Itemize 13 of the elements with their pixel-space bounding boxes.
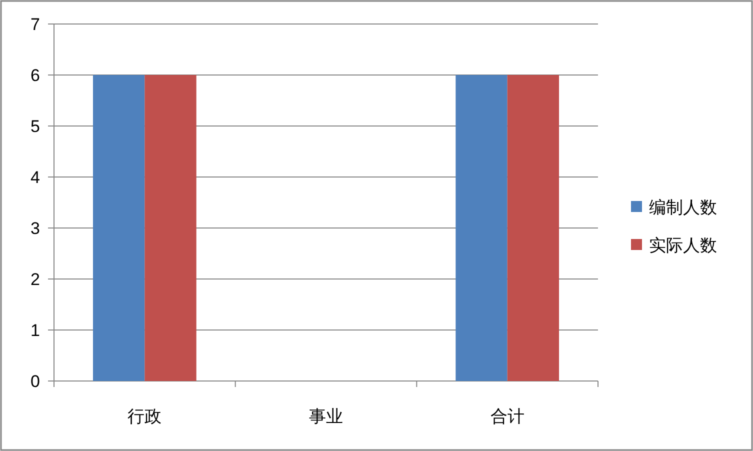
y-tick-label: 2 [30, 270, 40, 289]
y-tick-label: 3 [30, 219, 40, 238]
y-tick-label: 6 [30, 66, 40, 85]
x-tick-label: 合计 [490, 407, 524, 426]
y-tick-label: 5 [30, 117, 40, 136]
legend-label: 编制人数 [649, 198, 717, 217]
y-tick-label: 7 [30, 15, 40, 34]
y-tick-label: 0 [30, 372, 40, 391]
x-tick-label: 事业 [309, 407, 343, 426]
y-tick-label: 1 [30, 321, 40, 340]
y-tick-label: 4 [30, 168, 40, 187]
x-tick-label: 行政 [128, 407, 162, 426]
legend-label: 实际人数 [649, 236, 717, 255]
